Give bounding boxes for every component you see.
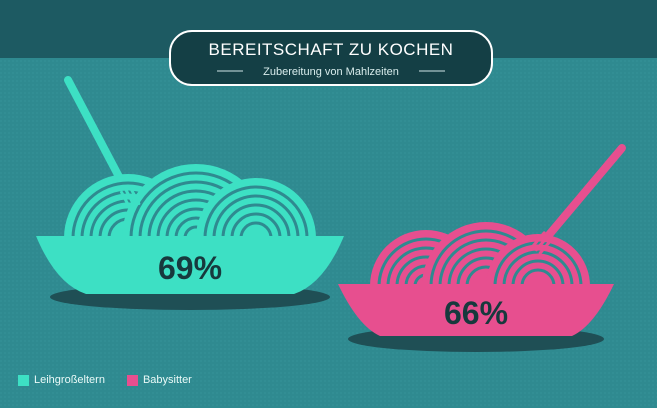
fork-icon-babysitter [544,144,626,240]
legend: Leihgroßeltern Babysitter [18,374,192,386]
legend-swatch-leihgrosseltern [18,374,29,386]
chart-title: BEREITSCHAFT ZU KOCHEN [209,40,454,59]
fork-tine-leihgrosseltern [124,188,136,208]
fork-tine-leihgrosseltern [120,190,132,210]
pasta-strand-babysitter-2 [502,250,574,287]
legend-item-leihgrosseltern: Leihgroßeltern [18,374,105,386]
fork-tines-leihgrosseltern [120,186,141,210]
bowls-layer: 69% 66% [36,76,626,352]
fork-handle-babysitter [544,144,626,240]
bowl-body-babysitter [338,284,614,336]
pasta-strand-leihgrosseltern-2 [230,212,282,239]
pasta-strand-leihgrosseltern-2 [221,203,291,239]
fork-tine-leihgrosseltern [128,186,141,206]
pasta-strand-leihgrosseltern-2 [212,194,300,239]
fork-icon-leihgrosseltern [64,76,130,194]
pasta-strand-babysitter-2 [511,259,565,287]
fork-tine-babysitter [534,234,550,252]
pasta-strand-babysitter-2 [493,241,583,287]
fork-tine-babysitter [531,231,546,249]
fork-handle-leihgrosseltern [64,76,130,194]
bowl-body-leihgrosseltern [36,236,344,294]
pasta-babysitter [370,222,590,287]
pasta-strand-leihgrosseltern-2 [239,221,273,239]
legend-label-babysitter: Babysitter [142,374,192,386]
fork-tine-babysitter [538,237,554,255]
legend-item-babysitter: Babysitter [126,374,192,386]
pasta-strand-babysitter-2 [520,268,556,287]
legend-label-leihgrosseltern: Leihgroßeltern [34,374,105,386]
fork-tines-babysitter [531,231,554,255]
chart-subtitle: Zubereitung von Mahlzeiten [263,66,399,78]
bowl-leihgrosseltern: 69% [36,164,344,310]
title-box: BEREITSCHAFT ZU KOCHEN Zubereitung von M… [169,30,493,86]
bowl-babysitter: 66% [338,222,614,352]
data-label-leihgrosseltern: 69% [158,250,222,286]
legend-swatch-babysitter [126,374,138,386]
pasta-strand-leihgrosseltern-2 [203,185,309,239]
data-label-babysitter: 66% [444,295,508,331]
